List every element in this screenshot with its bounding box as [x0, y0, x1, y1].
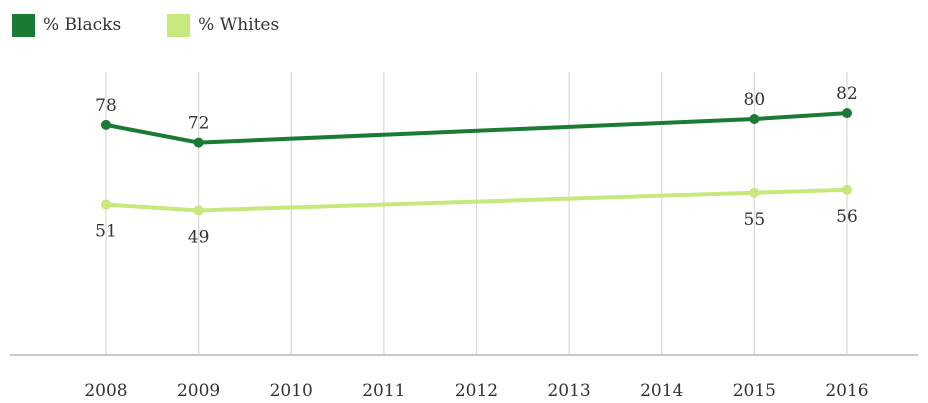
data-point — [193, 137, 204, 148]
legend-label-whites: % Whites — [198, 15, 280, 35]
legend-item-blacks: % Blacks — [12, 13, 122, 37]
x-tick-label: 2012 — [455, 381, 498, 401]
data-point — [101, 119, 111, 130]
x-tick-label: 2016 — [825, 381, 868, 401]
data-point — [749, 114, 760, 124]
legend-item-whites: % Whites — [167, 13, 280, 37]
legend-swatch-blacks — [12, 13, 35, 37]
data-label: 82 — [836, 84, 858, 104]
x-tick-label: 2010 — [270, 381, 313, 401]
legend-swatch-whites — [167, 13, 191, 37]
x-tick-label: 2015 — [733, 381, 776, 401]
x-tick-label: 2013 — [547, 381, 590, 401]
data-label: 78 — [95, 96, 117, 116]
data-point — [842, 184, 852, 195]
data-point — [749, 187, 760, 198]
x-tick-label: 2011 — [362, 381, 405, 401]
x-tick-labels: 2008 2009 2010 2011 2012 2013 2014 2015 2016 — [84, 381, 868, 401]
data-label: 51 — [95, 222, 117, 242]
series-line-1 — [105, 187, 848, 213]
data-labels: 78 72 80 82 51 49 55 56 — [95, 84, 858, 247]
x-tick-label: 2008 — [84, 381, 127, 401]
x-tick-label: 2014 — [640, 381, 683, 401]
legend: % Blacks % Whites — [12, 12, 325, 38]
series-line-0 — [105, 111, 848, 145]
x-tick-label: 2009 — [177, 381, 220, 401]
data-point — [193, 205, 204, 216]
series-group — [101, 108, 852, 216]
data-label: 55 — [744, 210, 766, 230]
legend-label-blacks: % Blacks — [43, 15, 122, 35]
gridlines — [105, 72, 848, 355]
data-label: 80 — [744, 90, 766, 110]
data-label: 49 — [188, 227, 210, 247]
data-label: 56 — [836, 207, 858, 227]
data-point — [842, 108, 852, 119]
data-point — [101, 199, 111, 210]
data-label: 72 — [188, 114, 210, 134]
